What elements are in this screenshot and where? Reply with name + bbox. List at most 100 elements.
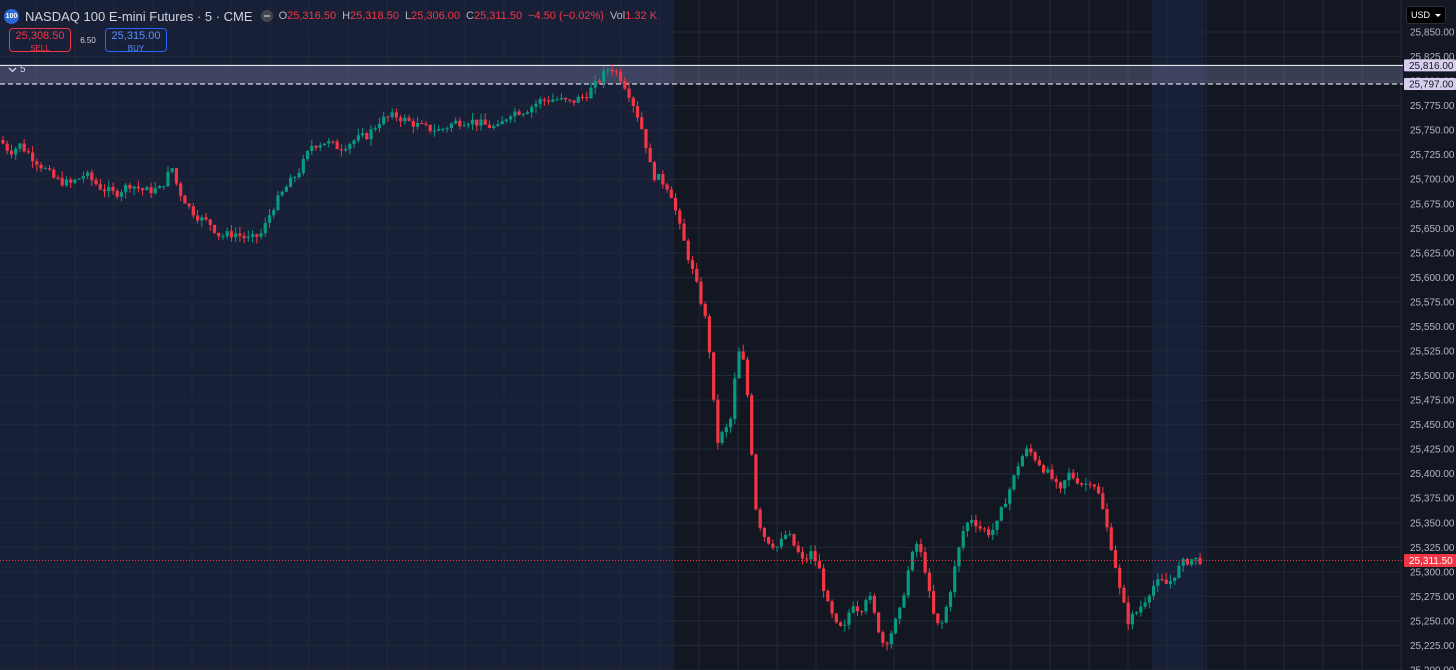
symbol-logo[interactable]: 100	[4, 8, 19, 24]
candle-body	[445, 128, 449, 130]
candle-body	[1143, 602, 1147, 607]
symbol-title[interactable]: NASDAQ 100 E-mini Futures · 5 · CME	[25, 8, 253, 24]
candle-body	[94, 180, 98, 185]
candle-body	[826, 590, 830, 602]
chart-legend: 100 NASDAQ 100 E-mini Futures · 5 · CME …	[4, 6, 657, 26]
candle-body	[466, 124, 470, 126]
price-tick-label: 25,775.00	[1410, 101, 1455, 112]
candle-body	[724, 427, 728, 433]
candle-body	[119, 192, 124, 197]
candle-body	[496, 124, 500, 127]
candle-body	[246, 236, 250, 239]
candle-body	[208, 219, 212, 225]
indicators-count: 5	[20, 64, 26, 75]
candle-body	[513, 111, 517, 117]
candle-body	[644, 129, 648, 148]
candle-body	[310, 146, 314, 152]
sell-button[interactable]: 25,308.50 SELL	[9, 28, 71, 53]
candle-body	[179, 183, 183, 196]
candle-body	[1109, 527, 1113, 551]
candle-body	[927, 572, 931, 592]
candle-body	[394, 112, 398, 118]
candle-body	[1025, 448, 1029, 457]
price-axis[interactable]: 25,850.0025,825.0025,800.0025,775.0025,7…	[1404, 0, 1456, 670]
candle-body	[982, 528, 986, 530]
visibility-toggle-icon[interactable]	[260, 10, 273, 22]
candle-body	[132, 186, 136, 189]
candle-body	[1177, 565, 1181, 578]
buy-button[interactable]: 25,315.00 BUY	[105, 28, 167, 53]
candle-body	[618, 71, 623, 81]
candle-body	[834, 613, 838, 623]
candle-body	[906, 570, 910, 596]
close-label: C	[466, 10, 474, 22]
candle-body	[767, 536, 771, 544]
candle-body	[9, 150, 14, 155]
candle-body	[995, 520, 999, 530]
candle-body	[162, 186, 166, 188]
candle-body	[970, 520, 974, 523]
open-value: 25,316.50	[287, 10, 337, 22]
candle-body	[712, 352, 716, 400]
candle-body	[741, 351, 745, 360]
candle-body	[377, 123, 382, 129]
candle-body	[470, 119, 475, 125]
candle-body	[936, 613, 940, 624]
low-label: L	[404, 10, 412, 22]
candle-body	[153, 188, 157, 194]
candle-body	[1084, 483, 1088, 485]
candle-body	[331, 141, 335, 143]
candle-body	[479, 119, 483, 126]
candle-body	[771, 543, 775, 548]
candle-body	[974, 520, 978, 527]
candle-body	[1122, 587, 1126, 603]
candle-body	[716, 399, 720, 443]
vertical-grid	[35, 0, 1402, 670]
currency-selector[interactable]: USD	[1406, 6, 1446, 24]
candle-body	[754, 454, 758, 510]
candle-body	[1029, 448, 1033, 453]
sell-price: 25,308.50	[15, 30, 65, 42]
indicators-collapse-button[interactable]: 5	[8, 63, 26, 76]
candle-body	[492, 126, 496, 128]
price-level-zone[interactable]	[0, 64, 1403, 85]
candle-body	[940, 622, 944, 624]
candle-body	[699, 281, 703, 304]
candle-body	[682, 223, 686, 241]
candle-body	[356, 135, 360, 141]
candle-body	[665, 184, 669, 190]
candle-body	[1058, 482, 1063, 489]
buy-price: 25,315.00	[111, 30, 161, 42]
candle-body	[855, 606, 860, 612]
horizontal-grid	[0, 31, 1403, 670]
price-tick-label: 25,725.00	[1410, 150, 1455, 161]
price-tick-label: 25,200.00	[1410, 666, 1455, 670]
candle-body	[893, 618, 898, 634]
candle-body	[1003, 503, 1008, 508]
candle-body	[1164, 579, 1168, 584]
candle-body	[728, 418, 733, 428]
candles	[1, 64, 1202, 651]
currency-label: USD	[1411, 10, 1431, 20]
chevron-down-icon	[8, 67, 17, 72]
candle-body	[585, 96, 589, 99]
trade-panel: 25,308.50 SELL 6.50 25,315.00 BUY	[9, 28, 167, 53]
candle-body	[657, 173, 661, 181]
candle-body	[580, 96, 585, 98]
candle-body	[1071, 472, 1075, 479]
price-tick-label: 25,575.00	[1410, 297, 1455, 308]
candle-body	[403, 117, 407, 122]
candle-body	[174, 168, 179, 184]
level-price-tag	[1404, 78, 1456, 91]
candle-body	[64, 179, 69, 186]
candle-body	[1008, 489, 1012, 504]
candle-body	[386, 116, 390, 118]
candle-body	[272, 210, 276, 216]
candle-body	[978, 526, 982, 529]
candle-body	[1054, 478, 1058, 483]
candle-body	[454, 120, 458, 124]
candle-body	[635, 106, 640, 118]
candle-body	[14, 148, 18, 155]
change-value: −4.50 (−0.02%)	[528, 10, 604, 22]
